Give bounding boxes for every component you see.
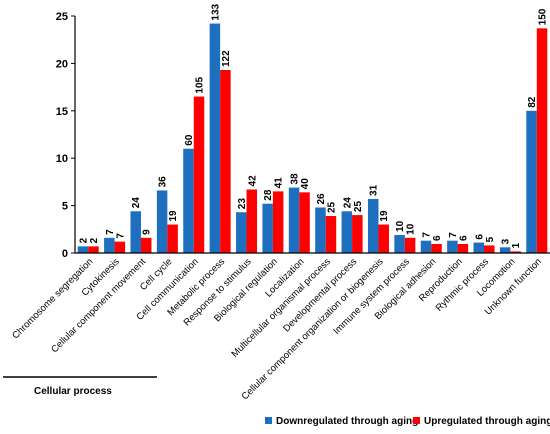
bar-downregulated-through-aging-cell-communication: [183, 148, 194, 253]
bar-upregulated-through-aging-reproduction: [457, 243, 469, 253]
cellular-process-annotation: Cellular process: [34, 386, 112, 397]
data-label: 25: [326, 201, 337, 213]
bar-upregulated-through-aging-metabolic-process: [220, 70, 231, 253]
data-label: 5: [485, 236, 496, 242]
y-tick-label: 20: [56, 58, 68, 70]
bar-upregulated-through-aging-cell-cycle: [167, 224, 178, 253]
data-label: 25: [353, 201, 364, 213]
bar-upregulated-through-aging-biological-regulation: [272, 191, 284, 253]
data-label: 31: [369, 184, 380, 196]
bar-downregulated-through-aging-immune-system-process: [394, 234, 405, 253]
y-tick-label: 5: [62, 201, 68, 213]
bar-upregulated-through-aging-locomotion: [510, 251, 521, 253]
data-label: 24: [131, 197, 142, 209]
data-label: 6: [432, 235, 443, 241]
bar-downregulated-through-aging-biological-regulation: [262, 203, 273, 253]
bar-upregulated-through-aging-biological-adhesion: [431, 243, 442, 253]
bar-upregulated-through-aging-chromosome-segregation: [88, 246, 99, 253]
bar-upregulated-through-aging-localization: [299, 192, 310, 253]
bar-upregulated-through-aging-unknown-function: [536, 28, 548, 253]
legend-label-upregulated-through-aging: Upregulated through aging: [424, 416, 550, 427]
data-label: 150: [538, 8, 549, 25]
data-label: 2: [78, 237, 89, 243]
bar-downregulated-through-aging-reproduction: [447, 240, 458, 253]
data-label: 7: [448, 232, 459, 238]
data-label: 60: [184, 134, 195, 146]
y-tick-label: 0: [62, 248, 68, 260]
y-tick-label: 10: [56, 153, 68, 165]
data-label: 10: [395, 220, 406, 232]
bar-upregulated-through-aging-multicellular-organismal-process: [325, 216, 337, 253]
bar-downregulated-through-aging-response-to-stimulus: [236, 212, 247, 253]
y-axis: 0 5 10 15 20 25: [56, 11, 76, 260]
data-label: 133: [210, 3, 221, 20]
data-label: 41: [274, 177, 285, 189]
data-label: 7: [115, 233, 126, 239]
data-label: 105: [195, 76, 206, 93]
data-label: 38: [290, 173, 301, 185]
bar-downregulated-through-aging-metabolic-process: [209, 23, 221, 253]
data-label: 19: [379, 210, 390, 222]
bar-downregulated-through-aging-cytokinesis: [104, 237, 115, 253]
bar-downregulated-through-aging-cellular-component-organization-or-biogenesis: [367, 198, 379, 253]
bar-downregulated-through-aging-localization: [288, 187, 300, 253]
data-label: 28: [263, 189, 274, 201]
data-label: 23: [237, 198, 248, 210]
y-tick-label: 15: [56, 106, 68, 118]
bar-upregulated-through-aging-cellular-component-organization-or-biogenesis: [378, 224, 389, 253]
bar-downregulated-through-aging-cellular-component-movement: [130, 211, 141, 253]
data-label: 6: [458, 235, 469, 241]
data-label: 36: [158, 176, 169, 188]
bar-upregulated-through-aging-immune-system-process: [404, 237, 416, 253]
bar-upregulated-through-aging-rythmic-process: [484, 245, 495, 253]
bar-upregulated-through-aging-cell-communication: [193, 96, 205, 253]
legend-label-downregulated-through-aging: Downregulated through aging: [276, 416, 418, 427]
bar-downregulated-through-aging-developmental-process: [341, 211, 353, 253]
data-label: 7: [422, 232, 433, 238]
data-label: 24: [342, 197, 353, 209]
bar-downregulated-through-aging-cell-cycle: [156, 190, 168, 253]
bar-upregulated-through-aging-cellular-component-movement: [140, 237, 152, 253]
bar-downregulated-through-aging-unknown-function: [526, 110, 537, 253]
data-label: 82: [527, 96, 538, 108]
bar-downregulated-through-aging-locomotion: [499, 247, 511, 253]
bar-upregulated-through-aging-response-to-stimulus: [246, 189, 258, 253]
data-label: 40: [300, 178, 311, 190]
bar-downregulated-through-aging-rythmic-process: [473, 242, 485, 253]
data-label: 122: [221, 50, 232, 67]
data-label: 3: [501, 238, 512, 244]
data-label: 7: [105, 229, 116, 235]
bars: [77, 23, 548, 253]
legend-swatch-downregulated-through-aging: [265, 417, 272, 424]
bar-downregulated-through-aging-chromosome-segregation: [77, 246, 89, 253]
x-tick-labels: Chromosome segregationCytokinesisCellula…: [10, 256, 544, 402]
data-label: 19: [168, 210, 179, 222]
bar-downregulated-through-aging-biological-adhesion: [420, 240, 432, 253]
bar-upregulated-through-aging-cytokinesis: [114, 241, 126, 253]
legend: Downregulated through aging Upregulated t…: [265, 416, 550, 427]
legend-swatch-upregulated-through-aging: [413, 417, 420, 424]
bar-downregulated-through-aging-multicellular-organismal-process: [315, 207, 326, 253]
bar-upregulated-through-aging-developmental-process: [352, 215, 363, 253]
data-label: 26: [316, 193, 327, 205]
data-label: 42: [247, 175, 258, 187]
data-label: 10: [406, 223, 417, 235]
data-label: 6: [474, 234, 485, 240]
data-label: 2: [89, 237, 100, 243]
data-label: 1: [511, 242, 522, 248]
data-label: 9: [142, 229, 153, 235]
y-tick-label: 25: [56, 11, 68, 23]
